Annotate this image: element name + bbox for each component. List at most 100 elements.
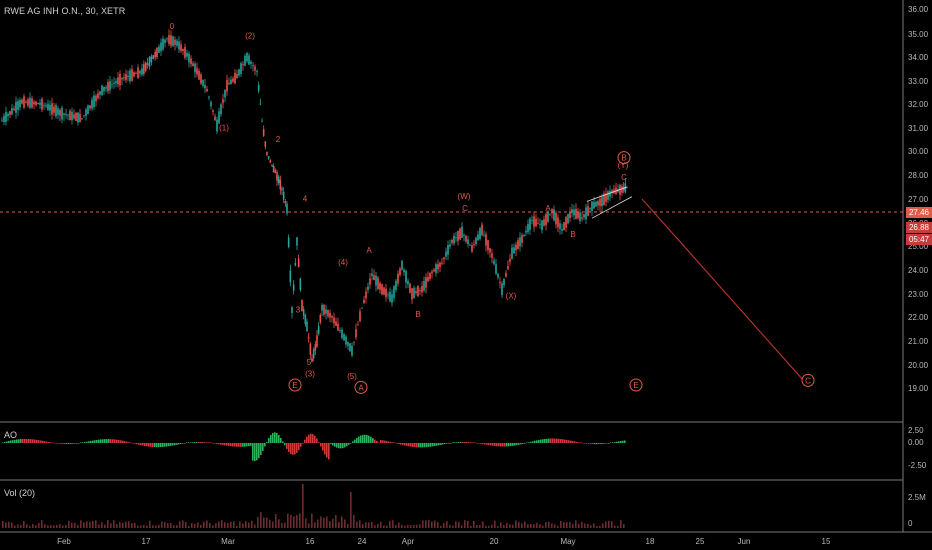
price-tick-label: 21.00: [908, 337, 929, 346]
volume-bar: [452, 525, 454, 528]
volume-bar: [23, 520, 25, 528]
ao-bar: [320, 443, 322, 447]
ao-bar: [396, 443, 398, 444]
price-candle-body: [226, 79, 228, 92]
price-candle-body: [347, 341, 349, 346]
volume-bar: [137, 525, 139, 528]
price-candle-body: [170, 35, 172, 46]
ao-bar: [122, 440, 124, 443]
price-candle-body: [571, 209, 573, 213]
price-candle-body: [447, 245, 449, 255]
ao-bar: [316, 438, 318, 443]
volume-bar: [143, 524, 145, 528]
ao-bar: [282, 441, 284, 443]
price-candle-body: [71, 111, 73, 121]
ao-bar: [474, 442, 476, 443]
price-candle-body: [427, 276, 429, 282]
grid: [0, 0, 932, 533]
price-candle-body: [259, 103, 262, 105]
price-candle-body: [289, 270, 292, 283]
volume-bar: [212, 525, 214, 528]
ao-bar: [478, 443, 480, 444]
ao-bar: [64, 443, 66, 444]
volume-bar: [152, 525, 154, 528]
volume-bar: [335, 514, 337, 528]
price-candle-body: [357, 324, 359, 326]
volume-bar: [380, 521, 382, 528]
volume-bar: [287, 513, 289, 528]
ao-bar: [532, 441, 534, 443]
ao-bar: [412, 443, 414, 447]
ao-bar: [178, 443, 180, 445]
volume-bar: [500, 522, 502, 528]
price-candle-body: [509, 258, 511, 262]
last-price-tag: 27.46: [906, 207, 932, 218]
price-candle-body: [105, 87, 107, 89]
price-candle-body: [160, 42, 162, 52]
price-candle-body: [409, 283, 411, 293]
volume-bar: [440, 525, 442, 528]
price-tick-label: 30.00: [908, 147, 929, 156]
ao-bar: [208, 442, 210, 443]
price-candle-body: [345, 336, 347, 345]
price-candle-body: [9, 111, 11, 116]
price-candle-body: [367, 286, 369, 290]
ao-bar: [404, 443, 406, 446]
price-candle-body: [63, 113, 65, 115]
price-candle-body: [257, 85, 260, 91]
price-candle-body: [545, 214, 547, 226]
price-candle-body: [455, 237, 457, 239]
ao-bar: [16, 439, 18, 443]
price-candle-body: [107, 82, 109, 92]
ao-bar: [588, 443, 590, 444]
volume-bar: [515, 520, 517, 528]
ao-bar: [388, 441, 390, 443]
price-candle-body: [311, 358, 313, 363]
ao-bar: [262, 443, 264, 451]
price-candle-body: [35, 101, 37, 106]
volume-bar: [14, 525, 16, 528]
ao-bar: [576, 441, 578, 443]
volume-bar: [239, 521, 241, 528]
price-candle-body: [200, 74, 202, 84]
ao-bar: [414, 443, 416, 448]
ao-bar: [522, 443, 524, 444]
volume-bar: [341, 516, 343, 528]
price-candle-body: [533, 216, 535, 227]
price-candle-body: [487, 240, 489, 251]
wave-label: (X): [506, 292, 517, 301]
volume-bar: [548, 521, 550, 528]
ao-bar: [472, 442, 474, 443]
volume-bar: [308, 523, 310, 528]
ao-bar: [338, 443, 340, 449]
price-candle-body: [111, 84, 113, 86]
ao-bar: [276, 433, 278, 443]
volume-bar: [98, 524, 100, 528]
volume-bar: [338, 522, 340, 528]
ao-bar: [420, 443, 422, 448]
ao-bar: [254, 443, 256, 462]
price-candle-body: [312, 349, 315, 359]
ao-bar: [14, 439, 16, 443]
ao-bar: [418, 443, 420, 448]
price-candle-body: [429, 272, 431, 279]
ao-bar: [124, 441, 126, 443]
ao-bar: [620, 440, 622, 443]
volume-bar: [446, 521, 448, 528]
ao-bar: [154, 443, 156, 448]
price-candle-body: [162, 38, 164, 50]
price-candle-body: [65, 114, 67, 116]
ao-bar: [98, 439, 100, 443]
price-candle-body: [282, 191, 285, 200]
volume-bar: [362, 524, 364, 528]
volume-bar: [293, 516, 295, 528]
volume-bar: [50, 525, 52, 528]
price-candle-body: [611, 190, 613, 194]
price-candle-body: [316, 335, 318, 347]
price-candle-body: [81, 118, 83, 120]
price-candle-body: [411, 288, 413, 300]
volume-bar: [350, 492, 352, 528]
ao-bar: [572, 441, 574, 443]
ao-bar: [352, 441, 354, 443]
